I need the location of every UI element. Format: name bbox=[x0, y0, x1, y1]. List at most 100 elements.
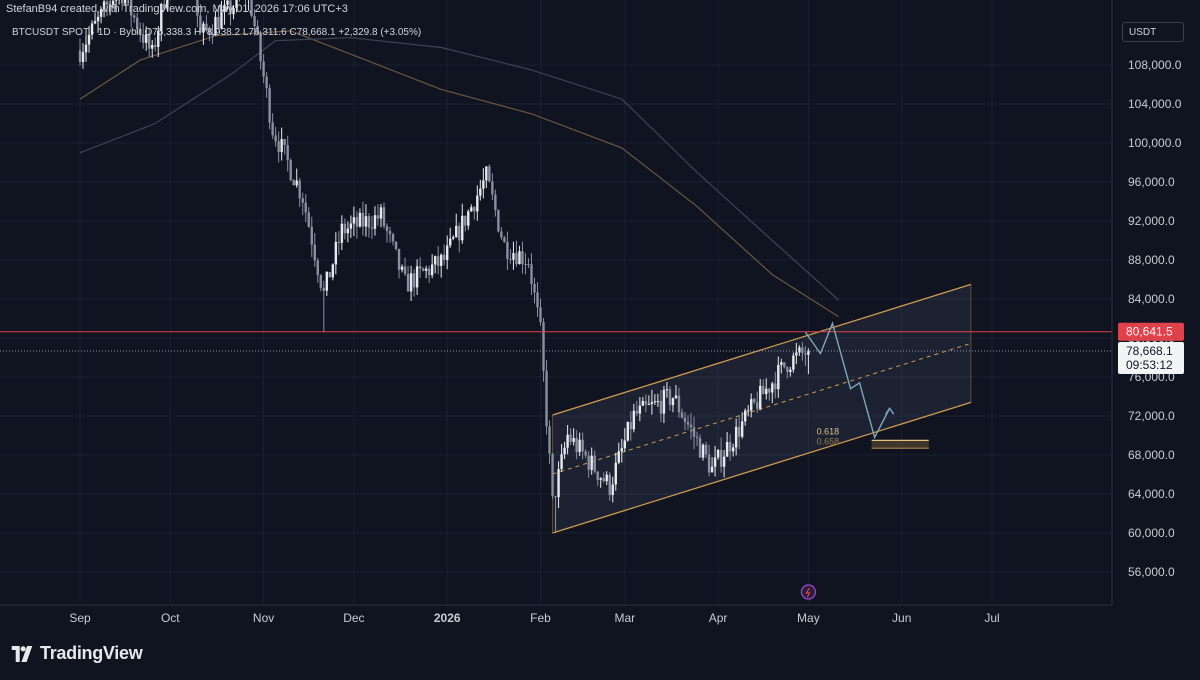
candle-body bbox=[114, 0, 118, 1]
candle-body bbox=[783, 362, 786, 368]
time-tick-label: 2026 bbox=[434, 611, 461, 625]
candle-body bbox=[653, 401, 657, 403]
symbol-legend: BTCUSDT SPOT · 1D · Bybit O76,338.3 H78,… bbox=[12, 27, 421, 38]
price-tick-label: 56,000.0 bbox=[1128, 565, 1175, 579]
price-tick-label: 100,000.0 bbox=[1128, 136, 1182, 150]
moving-average-gray bbox=[79, 37, 839, 301]
candle-body bbox=[214, 17, 217, 36]
candle-body bbox=[644, 400, 648, 405]
candle-body bbox=[430, 264, 434, 276]
candle-body bbox=[346, 228, 350, 234]
candle-body bbox=[160, 4, 163, 31]
candle-body bbox=[157, 30, 160, 47]
price-tick-label: 72,000.0 bbox=[1128, 409, 1175, 423]
candle-body bbox=[256, 26, 259, 33]
candle-body bbox=[756, 402, 759, 409]
price-tick-label: 68,000.0 bbox=[1128, 448, 1175, 462]
candle-body bbox=[566, 434, 569, 448]
candle-body bbox=[337, 241, 341, 243]
candle-body bbox=[412, 273, 416, 288]
candle-body bbox=[569, 434, 572, 442]
candle-body bbox=[421, 268, 425, 271]
candle-body bbox=[382, 207, 386, 227]
event-bolt-icon bbox=[805, 587, 811, 598]
candle-body bbox=[406, 273, 410, 292]
candle-body bbox=[409, 273, 413, 292]
candle-body bbox=[229, 0, 232, 15]
candle-body bbox=[352, 217, 356, 224]
candle-body bbox=[554, 496, 557, 498]
ohlc-change: +2,329.8 (+3.05%) bbox=[338, 27, 422, 38]
candle-body bbox=[364, 216, 368, 227]
candle-body bbox=[801, 347, 804, 354]
candle-body bbox=[295, 180, 298, 186]
candle-body bbox=[379, 207, 383, 219]
candle-body bbox=[804, 353, 807, 355]
candle-body bbox=[87, 34, 91, 45]
candle-body bbox=[677, 395, 681, 413]
last-price-label: 78,668.1 bbox=[1126, 344, 1173, 358]
candle-body bbox=[202, 23, 205, 33]
resistance-price-tag bbox=[1118, 322, 1184, 341]
candle-body bbox=[449, 238, 452, 246]
candle-body bbox=[391, 234, 395, 242]
candle-body bbox=[166, 0, 169, 9]
candle-body bbox=[704, 444, 708, 455]
candle-body bbox=[750, 399, 753, 411]
price-tick-label: 88,000.0 bbox=[1128, 253, 1175, 267]
price-axis[interactable]: 56,000.0 60,000.0 64,000.0 68,000.0 72,000.0… bbox=[1111, 0, 1182, 605]
candle-body bbox=[638, 405, 642, 414]
candle-body bbox=[476, 195, 479, 212]
candle-body bbox=[599, 478, 602, 480]
price-tick-label: 104,000.0 bbox=[1128, 97, 1182, 111]
candle-body bbox=[151, 44, 154, 49]
candle-body bbox=[698, 438, 702, 458]
candle-body bbox=[442, 254, 446, 260]
candle-body bbox=[105, 1, 109, 5]
candle-body bbox=[692, 427, 696, 437]
time-tick-label: Apr bbox=[709, 611, 728, 625]
moving-average-brown bbox=[79, 30, 839, 318]
candle-body bbox=[743, 410, 747, 422]
candle-body bbox=[145, 34, 148, 43]
candle-body bbox=[620, 448, 623, 452]
price-tick-label: 108,000.0 bbox=[1128, 58, 1182, 72]
candle-body bbox=[515, 253, 518, 265]
candle-body bbox=[461, 215, 464, 241]
candle-body bbox=[530, 264, 533, 285]
candle-body bbox=[722, 456, 726, 467]
candle-body bbox=[659, 400, 663, 414]
candle-body bbox=[217, 17, 220, 29]
symbol-name[interactable]: BTCUSDT SPOT · 1D · Bybit bbox=[12, 27, 142, 38]
candle-body bbox=[734, 426, 738, 448]
candle-body bbox=[689, 424, 693, 428]
ohlc-low: L76,311.6 bbox=[242, 27, 287, 38]
candle-body bbox=[93, 21, 97, 24]
candle-body bbox=[265, 76, 268, 89]
candle-body bbox=[587, 455, 590, 470]
price-channel[interactable] bbox=[552, 283, 972, 534]
candle-body bbox=[211, 34, 214, 36]
candle-body bbox=[485, 166, 488, 181]
currency-unit[interactable]: USDT bbox=[1122, 22, 1184, 42]
candle-body bbox=[253, 15, 256, 27]
time-tick-label: Sep bbox=[69, 611, 91, 625]
candle-body bbox=[572, 437, 575, 442]
tradingview-logo[interactable]: TradingView bbox=[10, 643, 143, 664]
time-axis[interactable]: Sep Oct Nov Dec 2026 Feb Mar Apr May Jun Jul bbox=[0, 604, 1112, 625]
candle-body bbox=[500, 231, 503, 238]
candle-body bbox=[316, 260, 319, 276]
time-tick-label: Jun bbox=[892, 611, 911, 625]
candle-body bbox=[494, 194, 497, 211]
candle-body bbox=[641, 400, 645, 406]
candle-body bbox=[557, 469, 560, 498]
channel-lower-line bbox=[552, 401, 972, 534]
candle-body bbox=[759, 385, 762, 409]
candle-body bbox=[647, 404, 651, 406]
candle-body bbox=[111, 0, 115, 5]
candle-body bbox=[762, 385, 765, 395]
candle-body bbox=[707, 454, 711, 473]
candle-body bbox=[304, 202, 307, 213]
